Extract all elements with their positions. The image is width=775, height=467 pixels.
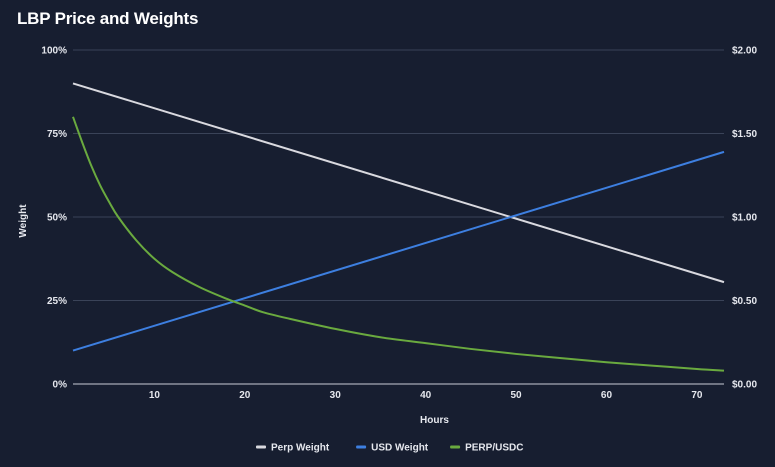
legend-swatch-perp-usdc bbox=[450, 445, 461, 449]
legend-label-perp-weight: Perp Weight bbox=[271, 443, 330, 454]
x-tick-label: 20 bbox=[239, 390, 251, 401]
legend: Perp Weight USD Weight PERP/USDC bbox=[256, 443, 523, 454]
legend-label-usd-weight: USD Weight bbox=[371, 443, 429, 454]
legend-label-perp-usdc: PERP/USDC bbox=[465, 443, 523, 454]
y2-tick-label: $2.00 bbox=[732, 46, 757, 57]
y-tick-label: 0% bbox=[53, 380, 68, 391]
grid-lines bbox=[73, 49, 724, 301]
y2-tick-label: $0.00 bbox=[732, 380, 757, 391]
x-tick-label: 30 bbox=[330, 390, 342, 401]
series-line-perp-usdc bbox=[72, 116, 725, 372]
chart-title: LBP Price and Weights bbox=[17, 9, 199, 28]
series-lines bbox=[72, 82, 725, 372]
x-tick-label: 50 bbox=[510, 390, 522, 401]
y2-tick-label: $1.50 bbox=[732, 129, 757, 140]
y2-tick-label: $0.50 bbox=[732, 296, 757, 307]
y-tick-label: 25% bbox=[47, 296, 67, 307]
x-axis-title: Hours bbox=[420, 415, 449, 426]
y-tick-label: 100% bbox=[41, 46, 67, 57]
y2-tick-label: $1.00 bbox=[732, 213, 757, 224]
y-tick-label: 75% bbox=[47, 129, 67, 140]
x-tick-label: 40 bbox=[420, 390, 432, 401]
x-tick-label: 70 bbox=[691, 390, 703, 401]
x-tick-label: 10 bbox=[149, 390, 161, 401]
y-axis-title: Weight bbox=[18, 204, 29, 238]
x-tick-label: 60 bbox=[601, 390, 613, 401]
legend-swatch-perp-weight bbox=[256, 445, 266, 449]
tick-labels: 0% 25% 50% 75% 100% $0.00 $0.50 $1.00 $1.50 $2.00… bbox=[18, 46, 757, 427]
series-line-usd-weight bbox=[72, 150, 725, 352]
legend-swatch-usd-weight bbox=[356, 445, 367, 449]
series-line-perp-weight bbox=[72, 82, 725, 284]
y-tick-label: 50% bbox=[47, 213, 67, 224]
